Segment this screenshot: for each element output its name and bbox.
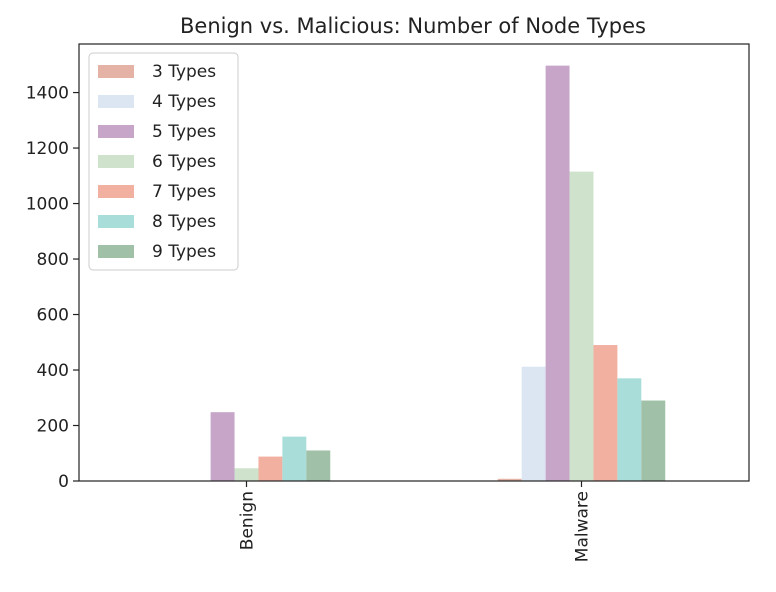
legend-label-8-types: 8 Types: [152, 212, 216, 232]
legend-swatch-8-types: [98, 215, 134, 228]
y-tick-label: 800: [37, 250, 69, 270]
legend-label-9-types: 9 Types: [152, 242, 216, 262]
x-axis: Benign Malware: [238, 481, 593, 562]
chart-title: Benign vs. Malicious: Number of Node Typ…: [180, 14, 646, 38]
bar-malware-4-types: [521, 366, 546, 481]
legend: 3 Types 4 Types 5 Types 6 Types 7 Types 8 Typ…: [88, 52, 239, 271]
bar-benign-6-types: [234, 468, 259, 481]
bar-malware-9-types: [641, 400, 666, 481]
bar-malware-8-types: [617, 378, 642, 481]
bar-malware-7-types: [593, 345, 618, 481]
bar-malware-6-types: [569, 171, 594, 481]
y-tick-label: 1200: [26, 139, 69, 159]
y-tick-label: 200: [37, 417, 69, 437]
bars-layer: [210, 65, 666, 481]
legend-swatch-9-types: [98, 245, 134, 258]
bar-benign-7-types: [258, 456, 283, 481]
legend-swatch-3-types: [98, 65, 134, 78]
y-tick-label: 600: [37, 306, 69, 326]
legend-swatch-4-types: [98, 95, 134, 108]
legend-swatch-7-types: [98, 185, 134, 198]
plot-frame: [78, 43, 750, 482]
x-tick-label-benign: Benign: [238, 491, 258, 550]
y-tick-label: 1000: [26, 195, 69, 215]
bar-benign-5-types: [210, 412, 235, 481]
legend-swatch-5-types: [98, 125, 134, 138]
legend-swatch-6-types: [98, 155, 134, 168]
x-tick-label-malware: Malware: [573, 491, 593, 562]
legend-label-3-types: 3 Types: [152, 62, 216, 82]
y-tick-label: 1400: [26, 84, 69, 104]
bar-benign-8-types: [282, 436, 307, 481]
legend-label-4-types: 4 Types: [152, 92, 216, 112]
y-axis: 0 200 400 600 800 1000 1200 1400: [26, 84, 79, 492]
bar-malware-5-types: [545, 65, 570, 481]
legend-label-5-types: 5 Types: [152, 122, 216, 142]
bar-malware-3-types: [497, 478, 522, 481]
y-tick-label: 400: [37, 361, 69, 381]
legend-label-7-types: 7 Types: [152, 182, 216, 202]
legend-label-6-types: 6 Types: [152, 152, 216, 172]
bar-benign-9-types: [306, 450, 331, 481]
y-tick-label: 0: [58, 472, 69, 492]
